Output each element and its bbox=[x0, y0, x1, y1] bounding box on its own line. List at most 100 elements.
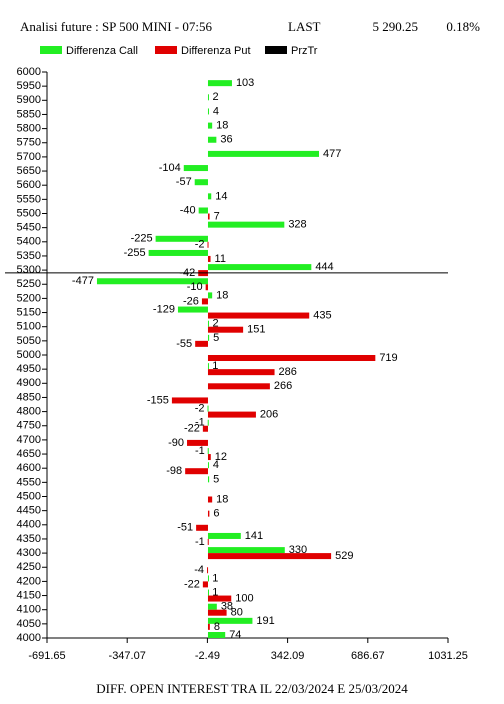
data-label: 14 bbox=[215, 190, 227, 202]
data-label: -4 bbox=[194, 564, 204, 576]
legend-label: PrzTr bbox=[291, 45, 318, 57]
y-tick-label: 4150 bbox=[17, 589, 41, 601]
change: 0.18% bbox=[446, 19, 480, 34]
y-tick-label: 5650 bbox=[17, 165, 41, 177]
y-tick-label: 5350 bbox=[17, 250, 41, 262]
data-label: -57 bbox=[176, 176, 192, 188]
data-label: -26 bbox=[183, 295, 199, 307]
bar bbox=[207, 532, 241, 539]
y-tick-label: 4950 bbox=[17, 363, 41, 375]
data-label: 151 bbox=[247, 324, 265, 336]
bar bbox=[198, 207, 208, 214]
bar bbox=[155, 235, 208, 242]
bar bbox=[207, 80, 232, 87]
bar bbox=[207, 448, 209, 455]
x-tick-label: 342.09 bbox=[271, 650, 305, 662]
bar bbox=[185, 468, 208, 475]
bar bbox=[195, 340, 208, 347]
y-tick-label: 5900 bbox=[17, 94, 41, 106]
data-label: -255 bbox=[124, 247, 146, 259]
bar bbox=[207, 411, 256, 418]
data-label: 266 bbox=[274, 380, 292, 392]
bar bbox=[207, 383, 270, 390]
bar bbox=[194, 179, 208, 186]
data-label: 5 bbox=[213, 332, 219, 344]
bar bbox=[207, 617, 253, 624]
bar bbox=[207, 496, 213, 503]
data-label: 1 bbox=[212, 586, 218, 598]
data-label: 206 bbox=[260, 409, 278, 421]
data-label: -22 bbox=[184, 423, 200, 435]
bar bbox=[207, 108, 209, 115]
y-tick-label: 5000 bbox=[17, 349, 41, 361]
data-label: -10 bbox=[187, 281, 203, 293]
data-label: 141 bbox=[245, 530, 263, 542]
y-tick-label: 4650 bbox=[17, 448, 41, 460]
bar bbox=[207, 609, 227, 616]
data-label: 286 bbox=[279, 366, 297, 378]
bar bbox=[207, 264, 312, 271]
data-label: 5 bbox=[213, 473, 219, 485]
y-tick-label: 5250 bbox=[17, 278, 41, 290]
bar bbox=[207, 369, 275, 376]
bar bbox=[207, 589, 209, 596]
y-tick-label: 4100 bbox=[17, 604, 41, 616]
y-tick-label: 4450 bbox=[17, 505, 41, 517]
legend-swatch bbox=[40, 46, 62, 54]
data-label: 36 bbox=[220, 134, 232, 146]
y-tick-label: 5300 bbox=[17, 264, 41, 276]
data-label: -1 bbox=[195, 417, 205, 429]
data-label: 529 bbox=[335, 550, 353, 562]
legend-swatch bbox=[155, 46, 177, 54]
y-tick-label: 4200 bbox=[17, 575, 41, 587]
data-label: -477 bbox=[72, 275, 94, 287]
data-label: -22 bbox=[184, 578, 200, 590]
y-tick-label: 5200 bbox=[17, 292, 41, 304]
y-tick-label: 4400 bbox=[17, 519, 41, 531]
data-label: 6 bbox=[213, 508, 219, 520]
bar bbox=[207, 603, 217, 610]
data-label: -2 bbox=[195, 239, 205, 251]
bar bbox=[202, 581, 208, 588]
y-tick-label: 5150 bbox=[17, 306, 41, 318]
x-tick-label: 1031.25 bbox=[428, 650, 468, 662]
bar bbox=[207, 94, 209, 101]
bar bbox=[207, 213, 210, 220]
last-label: LAST bbox=[288, 19, 321, 34]
bar bbox=[177, 306, 208, 313]
data-label: 18 bbox=[216, 493, 228, 505]
y-tick-label: 5850 bbox=[17, 108, 41, 120]
data-label: -1 bbox=[195, 536, 205, 548]
data-label: 1 bbox=[212, 360, 218, 372]
y-tick-label: 5950 bbox=[17, 80, 41, 92]
bar bbox=[207, 623, 210, 630]
data-label: 191 bbox=[256, 615, 274, 627]
bar bbox=[207, 510, 210, 517]
data-label: 2 bbox=[212, 318, 218, 330]
y-tick-label: 4250 bbox=[17, 561, 41, 573]
y-tick-label: 5100 bbox=[17, 321, 41, 333]
data-label: 80 bbox=[231, 607, 243, 619]
bar bbox=[202, 425, 208, 432]
bar bbox=[201, 298, 208, 305]
data-label: 719 bbox=[379, 352, 397, 364]
bar bbox=[207, 405, 209, 412]
bar bbox=[207, 419, 209, 426]
last-value: 5 290.25 bbox=[373, 19, 419, 34]
data-label: 11 bbox=[215, 253, 226, 265]
bar bbox=[207, 221, 285, 228]
bar bbox=[207, 241, 209, 248]
data-label: 4 bbox=[213, 459, 219, 471]
bar bbox=[171, 397, 208, 404]
bar bbox=[207, 320, 209, 327]
data-label: 1 bbox=[212, 572, 218, 584]
legend-label: Differenza Put bbox=[181, 45, 251, 57]
bar bbox=[207, 136, 217, 143]
bar bbox=[207, 632, 226, 638]
data-label: -2 bbox=[195, 403, 205, 415]
data-label: -55 bbox=[176, 338, 192, 350]
data-label: -129 bbox=[153, 303, 175, 315]
y-tick-label: 5450 bbox=[17, 222, 41, 234]
data-label: 7 bbox=[214, 210, 220, 222]
